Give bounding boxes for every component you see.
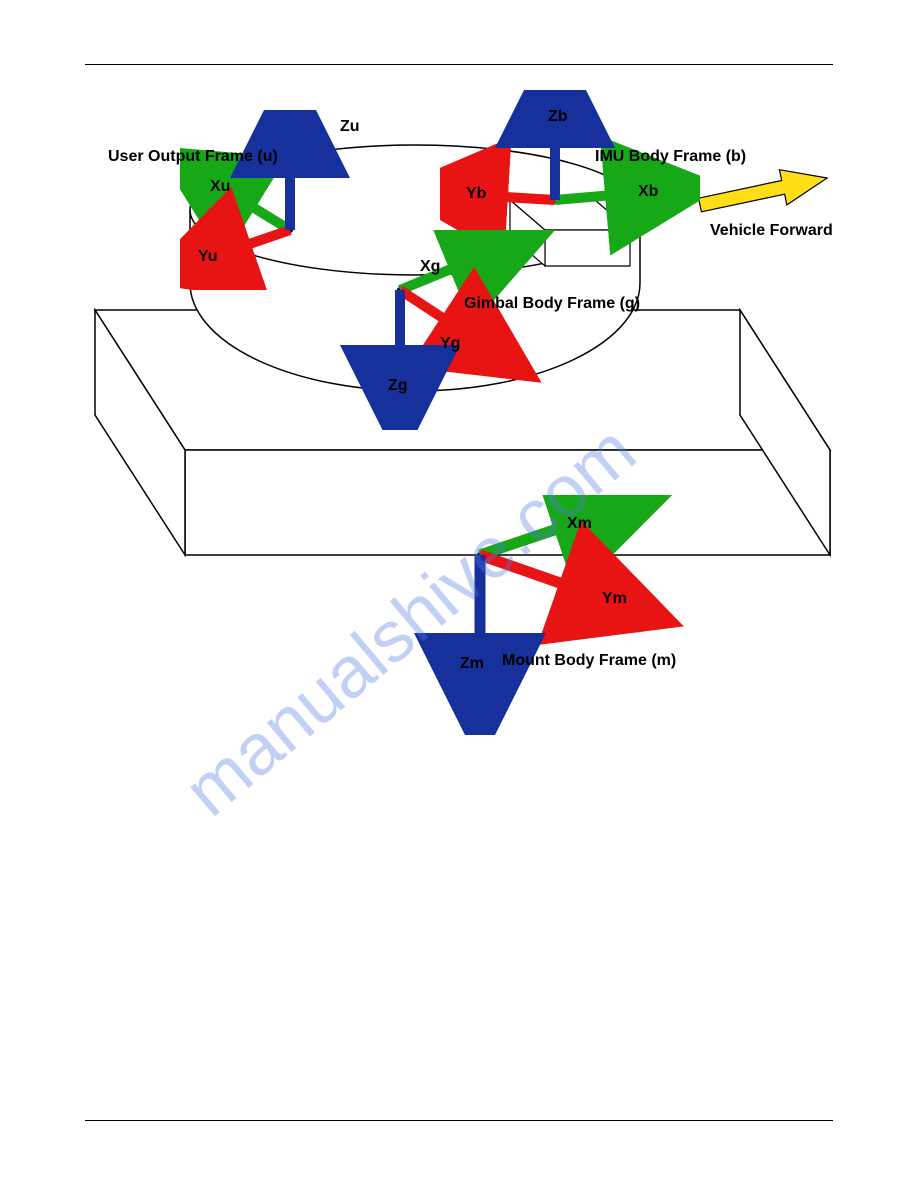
vehicle-forward-label: Vehicle Forward [710,222,833,240]
bottom-rule [85,1120,833,1121]
user-output-frame-label: User Output Frame (u) [108,148,278,166]
diagram-page: IMU [0,0,918,1188]
zm-label: Zm [460,655,484,673]
xg-label: Xg [420,258,440,276]
yb-label: Yb [466,185,486,203]
zb-label: Zb [548,108,568,126]
gimbal-body-frame-label: Gimbal Body Frame (g) [464,295,640,313]
zg-label: Zg [388,377,408,395]
yg-label: Yg [440,335,460,353]
xm-label: Xm [567,515,592,533]
ym-label: Ym [602,590,627,608]
xb-label: Xb [638,183,658,201]
zu-label: Zu [340,118,360,136]
mount-body-frame-label: Mount Body Frame (m) [502,652,676,670]
xu-label: Xu [210,178,230,196]
imu-body-frame-label: IMU Body Frame (b) [595,148,746,166]
axes-m [370,495,690,740]
yu-label: Yu [198,248,218,266]
